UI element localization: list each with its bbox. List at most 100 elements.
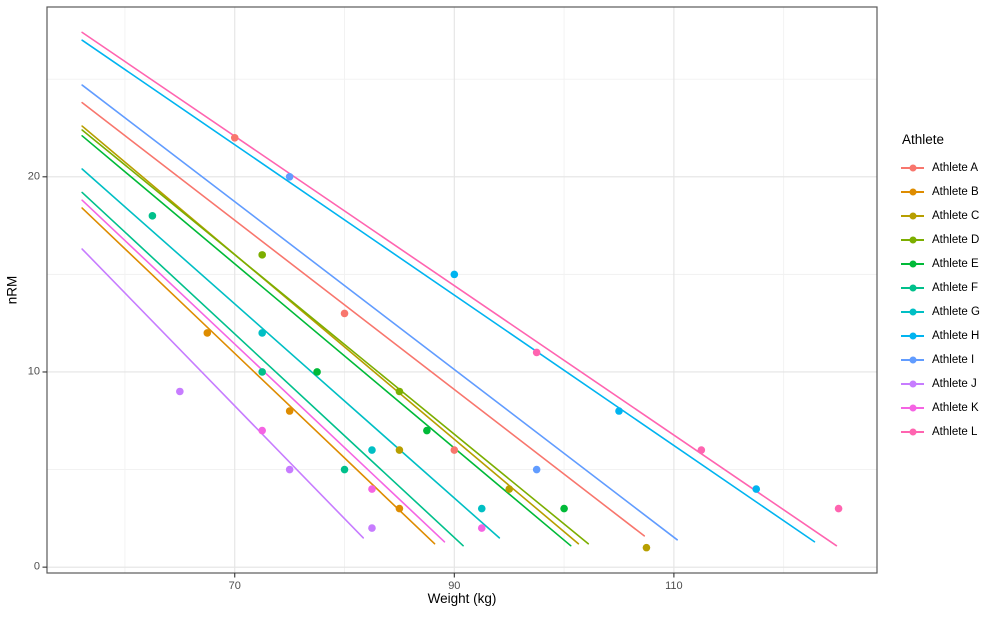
legend-item: Athlete I (901, 348, 980, 372)
data-point (176, 387, 184, 396)
legend-item: Athlete K (901, 396, 980, 420)
regression-line (81, 39, 816, 543)
legend-item: Athlete F (901, 276, 980, 300)
legend: Athlete Athlete A Athlete B Athlete C Athle… (901, 132, 980, 444)
data-point (450, 270, 459, 279)
legend-item: Athlete C (901, 204, 980, 228)
data-point (532, 465, 541, 474)
legend-key-icon (901, 329, 924, 343)
data-point (505, 485, 514, 493)
legend-label: Athlete K (932, 402, 979, 414)
y-axis-title: nRM (4, 275, 20, 305)
regression-line (81, 31, 838, 547)
legend-key-dot (909, 308, 916, 316)
legend-key-dot (909, 380, 916, 388)
data-point (258, 329, 266, 337)
data-point (368, 524, 376, 532)
regression-line (81, 129, 590, 545)
data-point (697, 446, 706, 454)
regression-line (81, 125, 580, 545)
legend-key-icon (901, 305, 924, 319)
data-point (230, 133, 239, 142)
data-point (368, 485, 376, 493)
data-point (285, 465, 294, 474)
regression-line (81, 191, 464, 547)
data-point (395, 504, 404, 513)
legend-key-dot (909, 236, 916, 244)
data-point (285, 173, 294, 181)
legend-item: Athlete A (901, 156, 980, 180)
data-point (834, 504, 843, 513)
legend-key-dot (909, 404, 916, 412)
legend-item: Athlete J (901, 372, 980, 396)
legend-label: Athlete L (932, 426, 978, 438)
legend-label: Athlete B (932, 186, 979, 198)
legend-key-icon (901, 161, 924, 175)
legend-items: Athlete A Athlete B Athlete C Athlete D Athl… (901, 156, 980, 444)
legend-key-dot (909, 284, 916, 292)
legend-key-icon (901, 257, 924, 271)
legend-key-icon (901, 401, 924, 415)
legend-item: Athlete L (901, 420, 980, 444)
data-point (395, 446, 404, 454)
data-point (313, 368, 321, 376)
data-point (477, 524, 486, 532)
data-point (615, 407, 623, 415)
legend-label: Athlete I (932, 354, 975, 366)
data-point (258, 251, 266, 259)
data-point (395, 387, 404, 396)
panel-border (46, 6, 878, 574)
legend-label: Athlete J (932, 378, 977, 390)
x-tick-label: 70 (228, 580, 241, 592)
legend-key-dot (909, 332, 916, 340)
data-point (423, 426, 431, 435)
legend-key-icon (901, 233, 924, 247)
legend-key-icon (901, 281, 924, 295)
y-tick-label: 10 (27, 365, 40, 378)
legend-key-dot (909, 188, 916, 196)
legend-item: Athlete D (901, 228, 980, 252)
data-point (340, 309, 349, 318)
data-point (285, 407, 294, 415)
legend-label: Athlete A (932, 162, 979, 174)
legend-item: Athlete B (901, 180, 980, 204)
legend-label: Athlete H (932, 330, 980, 342)
regression-line (81, 248, 364, 539)
legend-key-dot (909, 212, 916, 220)
legend-label: Athlete F (932, 282, 979, 294)
regression-line (81, 101, 646, 537)
data-point (642, 543, 651, 552)
legend-key-dot (909, 260, 916, 268)
legend-key-icon (901, 185, 924, 199)
legend-title: Athlete (902, 132, 945, 147)
legend-item: Athlete E (901, 252, 980, 276)
data-point (752, 485, 761, 493)
x-axis-title: Weight (kg) (427, 591, 497, 606)
data-point (450, 446, 459, 454)
data-point (148, 212, 157, 220)
legend-key-icon (901, 209, 924, 223)
regression-line (81, 168, 501, 539)
legend-key-icon (901, 353, 924, 367)
legend-label: Athlete E (932, 258, 979, 270)
data-point (477, 504, 486, 513)
legend-label: Athlete C (932, 210, 980, 222)
data-point (340, 465, 349, 474)
data-point (203, 329, 212, 337)
legend-item: Athlete G (901, 300, 980, 324)
legend-key-dot (909, 356, 916, 364)
legend-label: Athlete G (932, 306, 980, 318)
data-point (258, 368, 266, 376)
legend-key-dot (909, 428, 916, 436)
data-point (532, 348, 541, 357)
data-point (368, 446, 376, 454)
legend-key-dot (909, 164, 916, 172)
data-point (258, 426, 266, 435)
legend-label: Athlete D (932, 234, 980, 246)
y-tick-label: 0 (33, 560, 40, 573)
x-tick-label: 110 (665, 580, 683, 592)
regression-line (81, 135, 572, 547)
regression-line (81, 207, 436, 545)
